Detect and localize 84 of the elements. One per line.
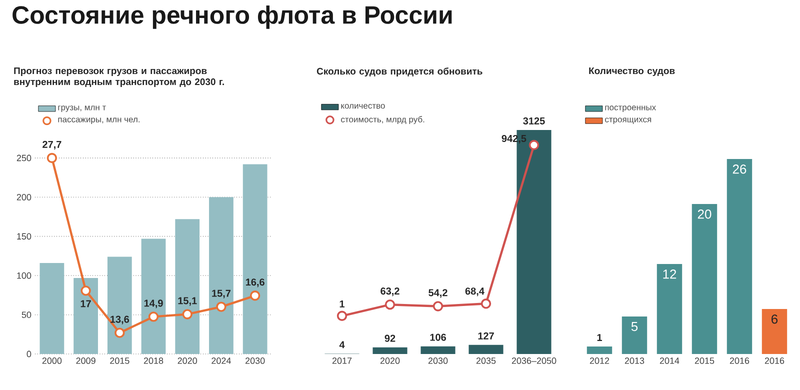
data-label: 14,9 xyxy=(144,300,163,308)
point xyxy=(182,309,192,320)
legend-label: построенных xyxy=(605,106,656,112)
x-tick-label: 2012 xyxy=(590,358,610,364)
bar xyxy=(107,256,132,354)
data-label: 5 xyxy=(631,322,638,332)
data-label: 17 xyxy=(80,300,91,308)
x-tick-label: 2016 xyxy=(730,358,750,364)
point xyxy=(114,328,125,338)
bar xyxy=(372,347,408,354)
point xyxy=(80,286,91,296)
data-label: 15,1 xyxy=(178,297,197,306)
legend-label: строящихся xyxy=(605,118,652,124)
data-label: 12 xyxy=(663,270,676,279)
x-tick-label: 2030 xyxy=(246,358,265,364)
x-tick-label: 2024 xyxy=(212,358,231,364)
x-tick-label: 2017 xyxy=(332,358,352,364)
y-tick-label: 100 xyxy=(17,272,32,279)
data-label: 1 xyxy=(340,300,345,308)
point xyxy=(432,301,444,312)
legend-label: количество xyxy=(341,104,385,109)
point xyxy=(250,290,260,301)
data-label: 6 xyxy=(772,314,778,324)
y-tick-label: 150 xyxy=(17,233,32,240)
data-label: 54,2 xyxy=(428,289,448,298)
x-tick-label: 2020 xyxy=(178,358,198,364)
bar xyxy=(141,238,166,354)
bar xyxy=(420,346,456,354)
y-tick-label: 0 xyxy=(26,350,32,358)
chart-subtitle: Количество судов xyxy=(589,68,675,76)
bar xyxy=(242,164,268,354)
bar xyxy=(726,158,752,354)
legend-label: грузы, млн т xyxy=(58,106,106,112)
point xyxy=(528,140,540,150)
data-label: 27,7 xyxy=(42,140,62,150)
bar xyxy=(692,204,718,354)
y-tick-label: 200 xyxy=(16,194,32,200)
x-tick-label: 2015 xyxy=(110,358,130,364)
data-label: 63,2 xyxy=(380,288,400,296)
x-tick-label: 2000 xyxy=(42,358,62,364)
y-tick-label: 250 xyxy=(16,154,32,162)
x-tick-label: 2030 xyxy=(428,358,448,364)
x-tick-label: 2018 xyxy=(144,358,164,364)
data-label: 68,4 xyxy=(465,288,484,296)
x-tick-label: 2020 xyxy=(380,358,400,364)
legend-label: стоимость, млрд руб. xyxy=(341,116,424,124)
data-label: 15,7 xyxy=(212,290,231,298)
bar xyxy=(209,197,234,354)
x-tick-label: 2014 xyxy=(660,358,680,364)
data-label: 92 xyxy=(384,334,396,342)
point xyxy=(336,310,348,321)
data-label: 13,6 xyxy=(110,316,130,324)
chart-title: Состояние речного флота в России xyxy=(12,6,452,29)
point xyxy=(480,298,492,309)
x-tick-label: 2016 xyxy=(764,358,784,364)
data-label: 106 xyxy=(430,334,446,341)
bar xyxy=(175,219,200,354)
bar xyxy=(468,344,504,354)
data-label: 16,6 xyxy=(246,278,264,288)
bar xyxy=(656,264,682,354)
chart-subtitle: Сколько судов придется обновить xyxy=(316,68,482,76)
data-label: 4 xyxy=(339,341,345,348)
point xyxy=(216,302,226,312)
data-label: 26 xyxy=(732,164,746,174)
point xyxy=(384,300,396,310)
point xyxy=(148,312,159,322)
chart-subtitle: Прогноз перевозок грузов и пассажиров внутренним водным транспортом до 2030 г. xyxy=(14,68,224,88)
x-tick-label: 2015 xyxy=(694,358,714,364)
x-tick-label: 2035 xyxy=(476,358,496,364)
x-tick-label: 2036–2050 xyxy=(512,358,556,364)
data-label: 3125 xyxy=(523,117,545,124)
y-tick-label: 50 xyxy=(22,312,32,318)
data-label: 1 xyxy=(597,334,602,341)
data-label: 127 xyxy=(478,332,494,340)
bar xyxy=(74,278,98,354)
data-label: 20 xyxy=(698,210,712,219)
bar xyxy=(586,346,612,354)
bar xyxy=(762,308,788,354)
bar xyxy=(622,316,648,354)
legend-label: пассажиры, млн чел. xyxy=(58,118,140,124)
point xyxy=(46,152,58,164)
x-tick-label: 2013 xyxy=(624,358,644,364)
bar xyxy=(40,263,64,354)
x-tick-label: 2009 xyxy=(76,358,96,364)
